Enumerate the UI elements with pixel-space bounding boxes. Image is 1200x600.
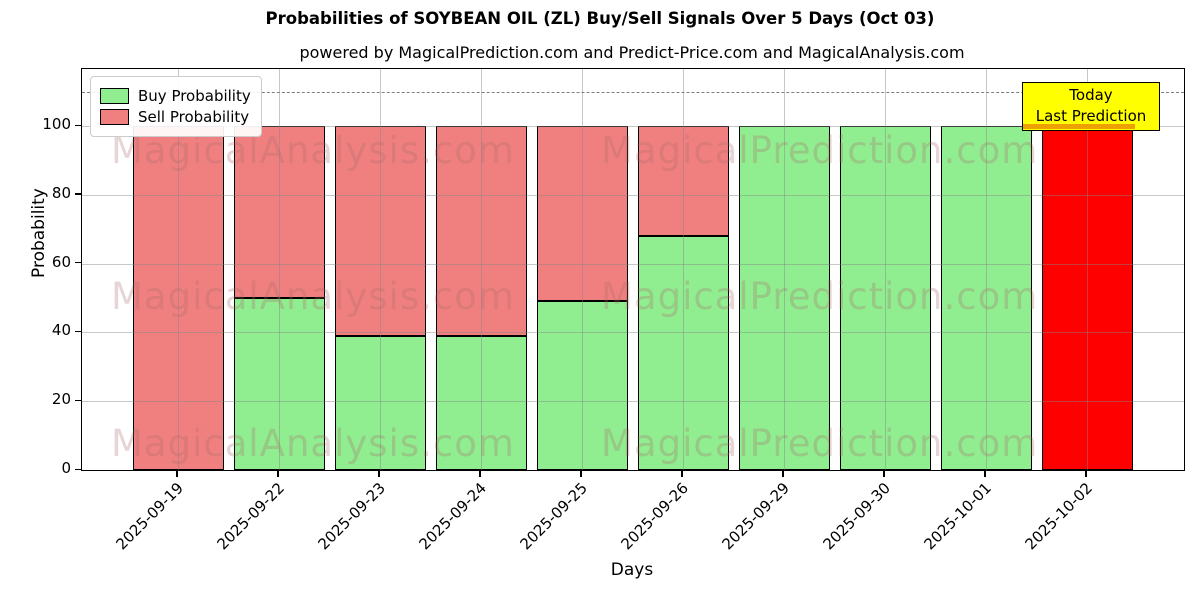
x-tick-label-2025-09-22: 2025-09-22: [213, 479, 288, 554]
v-gridline-2025-09-19: [177, 69, 179, 470]
y-tick-label-40: 40: [51, 321, 71, 340]
bar-sell-2025-09-24: [435, 126, 527, 336]
bar-buy-2025-09-29: [738, 126, 830, 470]
watermark-right-row2: MagicalPrediction.com: [601, 275, 1039, 318]
x-tick-mark-2025-10-01: [984, 470, 986, 477]
y-tick-label-100: 100: [42, 115, 71, 133]
v-gridline-2025-09-24: [480, 69, 482, 470]
legend-item-sell: Sell Probability: [100, 108, 251, 126]
buy-swatch-icon: [100, 88, 129, 104]
today-annotation-line2: Last Prediction: [1035, 107, 1147, 125]
bar-buy-2025-09-26: [637, 236, 729, 470]
y-tick-mark-0: [75, 468, 81, 470]
plot-area: Buy Probability Sell Probability Today L…: [81, 68, 1185, 471]
x-tick-mark-2025-09-30: [883, 470, 885, 477]
y-tick-label-60: 60: [51, 252, 71, 271]
v-gridline-2025-09-22: [278, 69, 280, 470]
today-annotation-line1: Today: [1069, 86, 1113, 104]
x-tick-mark-2025-09-24: [479, 470, 481, 477]
x-tick-mark-2025-09-23: [378, 470, 380, 477]
legend-label-sell: Sell Probability: [138, 108, 250, 126]
h-gridline-80: [82, 194, 1184, 196]
x-tick-label-2025-09-23: 2025-09-23: [314, 479, 389, 554]
bar-buy-2025-10-01: [940, 126, 1032, 470]
v-gridline-2025-10-01: [985, 69, 987, 470]
x-axis-label: Days: [610, 560, 654, 580]
legend-label-buy: Buy Probability: [138, 87, 251, 105]
watermark-right-row1: MagicalPrediction.com: [601, 129, 1039, 172]
bar-buy-2025-09-30: [839, 126, 931, 470]
chart-subtitle: powered by MagicalPrediction.com and Pre…: [299, 43, 965, 62]
x-tick-label-2025-09-26: 2025-09-26: [617, 479, 692, 554]
legend-item-buy: Buy Probability: [100, 87, 251, 105]
bar-buy-2025-09-24: [435, 335, 527, 470]
y-tick-mark-40: [75, 330, 81, 333]
x-tick-mark-2025-09-29: [782, 470, 784, 477]
annotation-bar-overlap: [1023, 124, 1135, 129]
x-tick-mark-2025-09-19: [176, 470, 178, 477]
x-tick-label-2025-09-25: 2025-09-25: [516, 479, 591, 554]
dashed-threshold-line: [82, 91, 1184, 93]
x-tick-label-2025-09-24: 2025-09-24: [415, 479, 490, 554]
h-gridline-40: [82, 332, 1184, 334]
bar-buy-2025-09-22: [233, 298, 325, 470]
v-gridline-2025-09-29: [783, 69, 785, 470]
sell-swatch-icon: [100, 109, 129, 125]
watermark-left-row2: MagicalAnalysis.com: [111, 275, 515, 318]
x-tick-mark-2025-09-25: [580, 470, 582, 477]
bar-buy-2025-09-25: [536, 301, 628, 470]
x-tick-mark-2025-10-02: [1085, 470, 1087, 477]
bar-sell-2025-09-23: [334, 126, 426, 336]
bar-today-2025-10-02: [1041, 126, 1133, 470]
v-gridline-2025-09-23: [379, 69, 381, 470]
h-gridline-20: [82, 401, 1184, 403]
bar-sell-2025-09-26: [637, 126, 729, 237]
watermark-right-row3: MagicalPrediction.com: [601, 422, 1039, 465]
y-tick-label-80: 80: [51, 183, 71, 202]
x-tick-label-2025-09-30: 2025-09-30: [819, 479, 894, 554]
y-tick-label-0: 0: [61, 459, 71, 477]
bar-sell-2025-09-19: [132, 126, 224, 470]
y-tick-mark-20: [75, 399, 81, 402]
h-gridline-100: [82, 126, 1184, 127]
v-gridline-2025-09-26: [682, 69, 684, 470]
bar-sell-2025-09-22: [233, 126, 325, 298]
x-tick-mark-2025-09-26: [681, 470, 683, 477]
x-tick-label-2025-10-02: 2025-10-02: [1021, 479, 1096, 554]
watermark-left-row3: MagicalAnalysis.com: [111, 422, 515, 465]
h-gridline-60: [82, 263, 1184, 265]
x-tick-label-2025-09-19: 2025-09-19: [112, 479, 187, 554]
x-tick-label-2025-09-29: 2025-09-29: [718, 479, 793, 554]
y-tick-mark-60: [75, 262, 81, 264]
v-gridline-2025-10-02: [1086, 69, 1088, 470]
x-tick-label-2025-10-01: 2025-10-01: [920, 479, 995, 554]
bar-buy-2025-09-23: [334, 335, 426, 470]
chart-title: Probabilities of SOYBEAN OIL (ZL) Buy/Se…: [265, 9, 935, 28]
v-gridline-2025-09-30: [884, 69, 886, 470]
today-annotation: Today Last Prediction: [1022, 82, 1160, 131]
y-tick-label-20: 20: [51, 390, 71, 409]
v-gridline-2025-09-25: [581, 69, 583, 470]
x-tick-mark-2025-09-22: [277, 470, 279, 477]
y-tick-mark-100: [75, 124, 81, 126]
bar-sell-2025-09-25: [536, 126, 628, 302]
y-tick-mark-80: [75, 193, 81, 195]
legend: Buy Probability Sell Probability: [90, 76, 262, 137]
